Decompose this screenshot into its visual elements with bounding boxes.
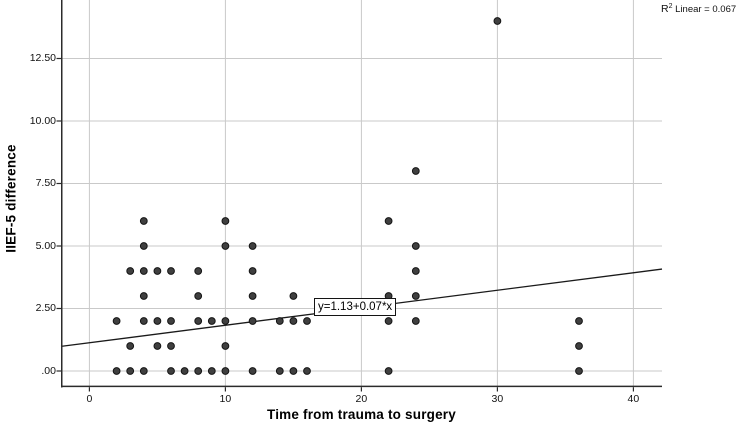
data-point (248, 317, 257, 325)
data-point (289, 367, 298, 375)
data-point (139, 367, 148, 375)
data-point (194, 317, 203, 325)
data-point (139, 267, 148, 275)
data-point (139, 317, 148, 325)
x-tick-label: 0 (86, 393, 93, 405)
r-squared-prefix: R (661, 3, 669, 16)
data-point (275, 317, 284, 325)
data-point (180, 367, 189, 375)
data-point (248, 267, 257, 275)
plot-canvas (56, 0, 663, 392)
data-point (384, 317, 393, 325)
regression-equation-label: y=1.13+0.07*x (314, 298, 397, 316)
data-point (126, 342, 135, 350)
data-point (153, 267, 162, 275)
data-point (221, 367, 230, 375)
data-point (194, 292, 203, 300)
data-point (207, 367, 216, 375)
data-point (112, 367, 121, 375)
data-point (411, 267, 420, 275)
data-point (126, 267, 135, 275)
data-point (221, 217, 230, 225)
r-squared-superscript: 2 (668, 3, 673, 10)
y-tick-label: 2.50 (35, 302, 56, 314)
data-point (248, 292, 257, 300)
data-point (194, 267, 203, 275)
data-point (248, 367, 257, 375)
data-point (139, 292, 148, 300)
data-point (139, 242, 148, 250)
x-tick-label: 10 (219, 393, 232, 405)
data-point (167, 342, 175, 350)
data-point (221, 317, 230, 325)
data-point (153, 342, 162, 350)
y-tick-label: .00 (41, 364, 56, 377)
y-axis-title: IIEF-5 difference (3, 144, 19, 253)
data-point (167, 317, 175, 325)
data-point (153, 317, 162, 325)
y-tick-label: 7.50 (35, 177, 56, 189)
data-point (167, 367, 175, 375)
data-point (221, 242, 230, 250)
data-point (411, 317, 420, 325)
data-point (493, 17, 502, 25)
data-point (139, 217, 148, 225)
data-point (126, 367, 135, 375)
x-tick-label: 30 (491, 393, 504, 405)
data-point (411, 292, 420, 300)
data-point (275, 367, 284, 375)
data-point (167, 267, 175, 275)
plot-area (56, 0, 663, 392)
data-point (303, 367, 311, 375)
x-axis-title: Time from trauma to surgery (267, 407, 456, 422)
data-point (112, 317, 121, 325)
data-point (289, 292, 298, 300)
x-tick-label: 40 (627, 393, 640, 405)
data-point (384, 217, 393, 225)
y-tick-label: 5.00 (35, 239, 56, 252)
data-point (411, 242, 420, 250)
data-point (575, 342, 583, 350)
data-point (303, 317, 311, 325)
data-point (248, 242, 257, 250)
r-squared-annotation: R2 Linear = 0.067 (661, 3, 749, 15)
r-squared-value: Linear = 0.067 (672, 4, 737, 16)
x-tick-label: 20 (355, 393, 368, 405)
data-point (384, 367, 393, 375)
y-tick-label: 12.50 (29, 52, 56, 64)
data-point (575, 367, 583, 375)
y-tick-label: 10.00 (29, 114, 56, 127)
data-point (289, 317, 298, 325)
data-point (194, 367, 203, 375)
data-point (575, 317, 583, 325)
data-point (411, 167, 420, 175)
data-point (207, 317, 216, 325)
data-point (221, 342, 230, 350)
